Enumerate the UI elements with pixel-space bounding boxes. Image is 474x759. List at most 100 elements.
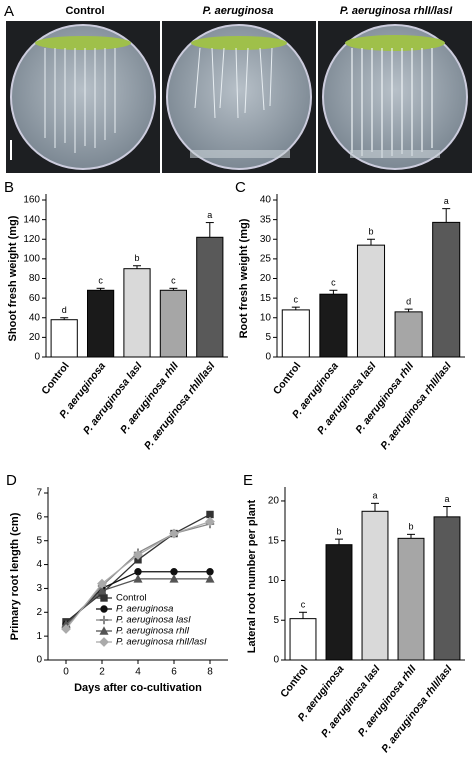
significance-letter: b <box>134 253 139 263</box>
y-tick-label: 0 <box>273 655 279 666</box>
y-tick-label: 160 <box>23 195 40 206</box>
bar <box>433 516 461 661</box>
y-tick-label: 5 <box>265 332 271 343</box>
significance-letter: c <box>294 295 299 305</box>
legend-marker <box>100 605 108 613</box>
photo <box>318 21 472 173</box>
y-tick-label: 5 <box>36 535 42 546</box>
legend-label: P. aeruginosa rhlI/lasI <box>116 637 207 648</box>
marker <box>206 510 214 519</box>
legend-label: P. aeruginosa <box>116 604 173 615</box>
marker <box>170 568 178 576</box>
x-tick-label: 2 <box>99 667 105 678</box>
y-tick-label: 20 <box>29 332 41 343</box>
x-tick-label: Control <box>39 360 71 397</box>
y-axis-label: Shoot fresh weight (mg) <box>7 215 19 341</box>
y-tick-label: 25 <box>260 254 272 265</box>
marker <box>134 568 142 576</box>
marker <box>133 574 143 583</box>
legend-label: P. aeruginosa lasI <box>116 615 191 626</box>
legend-marker <box>99 626 109 635</box>
bar <box>394 311 423 358</box>
bar <box>86 289 115 358</box>
marker <box>205 574 215 583</box>
panel-label: D <box>6 472 17 489</box>
significance-letter: a <box>444 196 449 206</box>
significance-letter: a <box>207 210 212 220</box>
bar <box>50 319 78 358</box>
y-tick-label: 20 <box>260 273 272 284</box>
bar <box>356 244 386 358</box>
y-tick-label: 60 <box>29 293 41 304</box>
bar <box>397 537 425 661</box>
panel-label: C <box>235 179 246 196</box>
photo-title: Control <box>65 5 104 17</box>
marker <box>169 528 179 539</box>
y-tick-label: 40 <box>29 312 41 323</box>
bar <box>159 289 188 358</box>
significance-letter: a <box>444 494 449 504</box>
y-tick-label: 120 <box>23 234 40 245</box>
bar <box>325 544 353 661</box>
legend-marker <box>100 594 108 602</box>
significance-letter: c <box>171 276 176 286</box>
photo-title: P. aeruginosa <box>203 5 274 17</box>
x-tick-label: 6 <box>171 667 177 678</box>
significance-letter: b <box>368 227 373 237</box>
bar <box>319 293 348 358</box>
significance-letter: d <box>62 305 67 315</box>
y-axis-label: Root fresh weight (mg) <box>238 218 250 338</box>
marker <box>206 568 214 576</box>
x-tick-label: Control <box>271 360 303 397</box>
y-tick-label: 15 <box>260 293 272 304</box>
bar <box>361 510 389 661</box>
significance-letter: c <box>331 278 336 288</box>
y-tick-label: 20 <box>268 496 280 507</box>
y-tick-label: 35 <box>260 214 272 225</box>
photo-panel: A Control P. aeruginosa P. aeruginosa rh… <box>4 3 472 173</box>
x-tick-label: 4 <box>135 667 141 678</box>
marker <box>97 586 107 595</box>
marker <box>61 624 71 634</box>
significance-letter: b <box>408 522 413 532</box>
y-tick-label: 4 <box>36 559 42 570</box>
x-tick-label: P. aeruginosa rhlI/lasI <box>378 359 454 452</box>
y-tick-label: 0 <box>34 352 40 363</box>
marker <box>205 516 215 527</box>
x-tick-label: P. aeruginosa rhlI/lasI <box>142 359 218 452</box>
bar <box>281 309 310 358</box>
photo-title: P. aeruginosa rhlI/lasI <box>340 5 453 17</box>
bar <box>432 221 461 358</box>
y-tick-label: 40 <box>260 195 272 206</box>
significance-letter: b <box>336 526 341 536</box>
marker <box>133 550 143 560</box>
legend-marker <box>99 637 109 647</box>
significance-letter: a <box>372 491 377 501</box>
y-tick-label: 1 <box>36 631 42 642</box>
bar <box>196 236 224 358</box>
y-tick-label: 0 <box>265 352 271 363</box>
x-axis-label: Days after co-cultivation <box>74 682 202 694</box>
y-tick-label: 2 <box>36 607 42 618</box>
panel-label: B <box>4 179 14 196</box>
marker <box>97 578 107 589</box>
bar <box>289 618 317 661</box>
bar <box>123 268 151 358</box>
y-tick-label: 10 <box>268 575 280 586</box>
y-tick-label: 140 <box>23 214 40 225</box>
y-tick-label: 30 <box>260 234 272 245</box>
y-tick-label: 10 <box>260 312 272 323</box>
legend-label: P. aeruginosa rhlI <box>116 626 190 637</box>
legend-label: Control <box>116 593 147 604</box>
x-tick-label: P. aeruginosa rhlI/lasI <box>379 662 455 754</box>
significance-letter: c <box>301 600 306 610</box>
marker <box>169 574 179 583</box>
y-tick-label: 80 <box>29 273 41 284</box>
panel-label: A <box>4 3 14 20</box>
y-tick-label: 5 <box>273 615 279 626</box>
significance-letter: d <box>406 296 411 306</box>
significance-letter: c <box>98 276 103 286</box>
x-tick-label: 8 <box>207 667 213 678</box>
photo <box>6 21 160 173</box>
